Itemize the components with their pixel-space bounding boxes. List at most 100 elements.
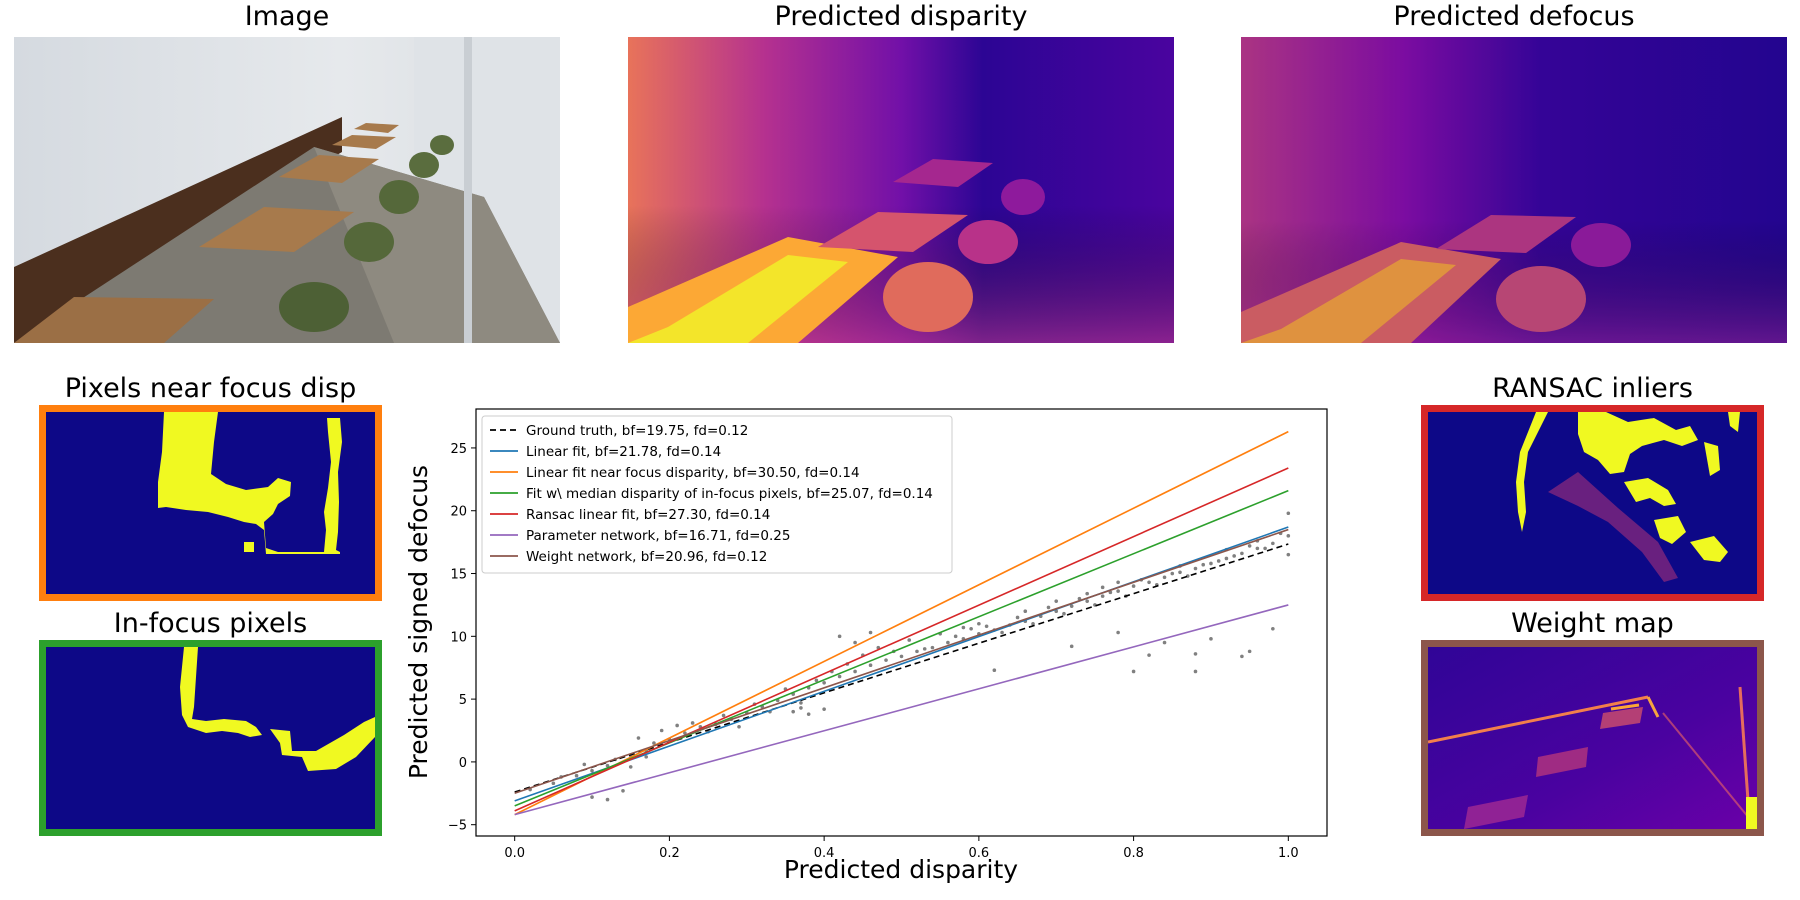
weight-map-title: Weight map bbox=[1511, 608, 1674, 639]
scatter-point bbox=[1255, 546, 1260, 551]
ransac-inliers-mask bbox=[1421, 405, 1764, 601]
scatter-point bbox=[1286, 511, 1291, 516]
scatter-point bbox=[1162, 575, 1167, 580]
scatter-point bbox=[1116, 630, 1120, 635]
fit-line-5 bbox=[514, 604, 1289, 816]
legend-box bbox=[481, 415, 953, 574]
scatter-point bbox=[721, 713, 726, 718]
scatter-point bbox=[984, 624, 989, 629]
scatter-point bbox=[1286, 552, 1291, 557]
fit-lines bbox=[514, 430, 1289, 816]
scatter-point bbox=[799, 706, 803, 710]
scatter-point bbox=[1286, 534, 1291, 538]
scatter-point bbox=[1271, 541, 1275, 546]
scatter-point bbox=[1054, 599, 1059, 603]
scatter-point bbox=[1178, 570, 1182, 575]
scatter-point bbox=[853, 640, 857, 645]
x-tick-label: 0.6 bbox=[969, 846, 990, 861]
scatter-point bbox=[1116, 589, 1120, 593]
scatter-point bbox=[1100, 585, 1105, 590]
scatter-point bbox=[969, 626, 973, 631]
scatter-point bbox=[822, 680, 826, 685]
legend-label: Fit w\ median disparity of in-focus pixe… bbox=[526, 486, 933, 502]
scatter-point bbox=[1062, 611, 1066, 616]
scatter-point bbox=[1216, 559, 1221, 563]
scatter-point bbox=[1015, 615, 1020, 620]
scatter-point bbox=[590, 795, 594, 799]
scatter-point bbox=[1232, 554, 1236, 558]
scatter-point bbox=[1193, 652, 1198, 656]
scatter-point bbox=[1162, 640, 1167, 645]
x-tick-label: 1.0 bbox=[1278, 846, 1299, 861]
weight-map bbox=[1421, 640, 1764, 836]
x-axis-label: Predicted disparity bbox=[784, 855, 1018, 884]
scatter-point bbox=[806, 712, 811, 716]
near-focus-title: Pixels near focus disp bbox=[64, 373, 357, 404]
y-tick-label: 0 bbox=[459, 756, 467, 771]
in-focus-title: In-focus pixels bbox=[113, 608, 308, 639]
scatter-point bbox=[690, 721, 695, 725]
scatter-point bbox=[644, 755, 648, 759]
y-tick-label: 15 bbox=[450, 568, 467, 583]
predicted-defocus-title: Predicted defocus bbox=[1393, 1, 1635, 32]
scatter-point bbox=[853, 669, 857, 674]
scatter-point bbox=[636, 736, 641, 740]
ransac-inliers-title: RANSAC inliers bbox=[1492, 373, 1693, 404]
plot-frame bbox=[475, 408, 1328, 837]
scatter-point bbox=[1023, 609, 1028, 613]
scatter-point bbox=[868, 663, 873, 667]
fit-line-4 bbox=[514, 467, 1289, 812]
legend-label: Parameter network, bf=16.71, fd=0.25 bbox=[526, 528, 791, 544]
x-axis-ticks: 0.0 0.2 0.4 0.6 0.8 1.0 bbox=[504, 836, 1299, 861]
scatter-point bbox=[675, 723, 679, 728]
scatter-point bbox=[737, 724, 741, 729]
scatter-point bbox=[1209, 561, 1213, 566]
scatter-point bbox=[1247, 649, 1252, 654]
scatter-point bbox=[628, 765, 633, 769]
scatter-point bbox=[1031, 621, 1035, 626]
scatter-point bbox=[922, 647, 927, 651]
scatter-point bbox=[1116, 580, 1120, 585]
scatter-point bbox=[1263, 546, 1267, 551]
scatter-point bbox=[1108, 590, 1113, 595]
fit-line-6 bbox=[514, 528, 1289, 795]
scatter-point bbox=[1170, 571, 1175, 576]
y-tick-label: 10 bbox=[450, 630, 467, 645]
scatter-point bbox=[837, 634, 842, 639]
x-tick-label: 0.2 bbox=[659, 846, 680, 861]
in-focus-mask bbox=[39, 640, 382, 836]
scatter-point bbox=[1240, 551, 1244, 556]
scatter-point bbox=[1069, 604, 1074, 608]
legend-label: Ground truth, bf=19.75, fd=0.12 bbox=[526, 423, 748, 439]
scatter-point bbox=[814, 678, 819, 683]
scatter-point bbox=[799, 701, 803, 705]
scatter-point bbox=[1147, 653, 1151, 657]
scatter-point bbox=[1077, 596, 1082, 601]
scatter-point bbox=[1085, 599, 1089, 603]
scatter-point bbox=[1131, 584, 1136, 588]
x-tick-label: 0.8 bbox=[1123, 846, 1144, 861]
scatter-plot: 0.0 0.2 0.4 0.6 0.8 1.0 −5 0 5 10 15 20 25 Predicte… bbox=[404, 408, 1328, 884]
scatter-point bbox=[605, 797, 610, 802]
scatter-point bbox=[605, 763, 610, 768]
scatter-point bbox=[574, 773, 579, 778]
scatter-point bbox=[1131, 669, 1136, 674]
scatter-point bbox=[551, 781, 556, 786]
scatter-point bbox=[837, 674, 842, 679]
scatter-point bbox=[899, 654, 904, 659]
scatter-point bbox=[1193, 669, 1198, 674]
scatter-point bbox=[992, 668, 997, 673]
scatter-point bbox=[907, 638, 912, 642]
scatter-point bbox=[1046, 605, 1051, 610]
x-tick-label: 0.4 bbox=[814, 846, 835, 861]
legend-label: Linear fit near focus disparity, bf=30.5… bbox=[526, 465, 860, 481]
scatter-point bbox=[652, 741, 656, 745]
scatter-point bbox=[1147, 580, 1151, 585]
scatter-point bbox=[1240, 654, 1244, 659]
scatter-point bbox=[659, 728, 664, 733]
scatter-point bbox=[915, 649, 919, 654]
scatter-point bbox=[1271, 626, 1275, 631]
input-image bbox=[14, 37, 560, 343]
scatter-point bbox=[930, 645, 935, 650]
predicted-disparity-map bbox=[628, 37, 1174, 343]
